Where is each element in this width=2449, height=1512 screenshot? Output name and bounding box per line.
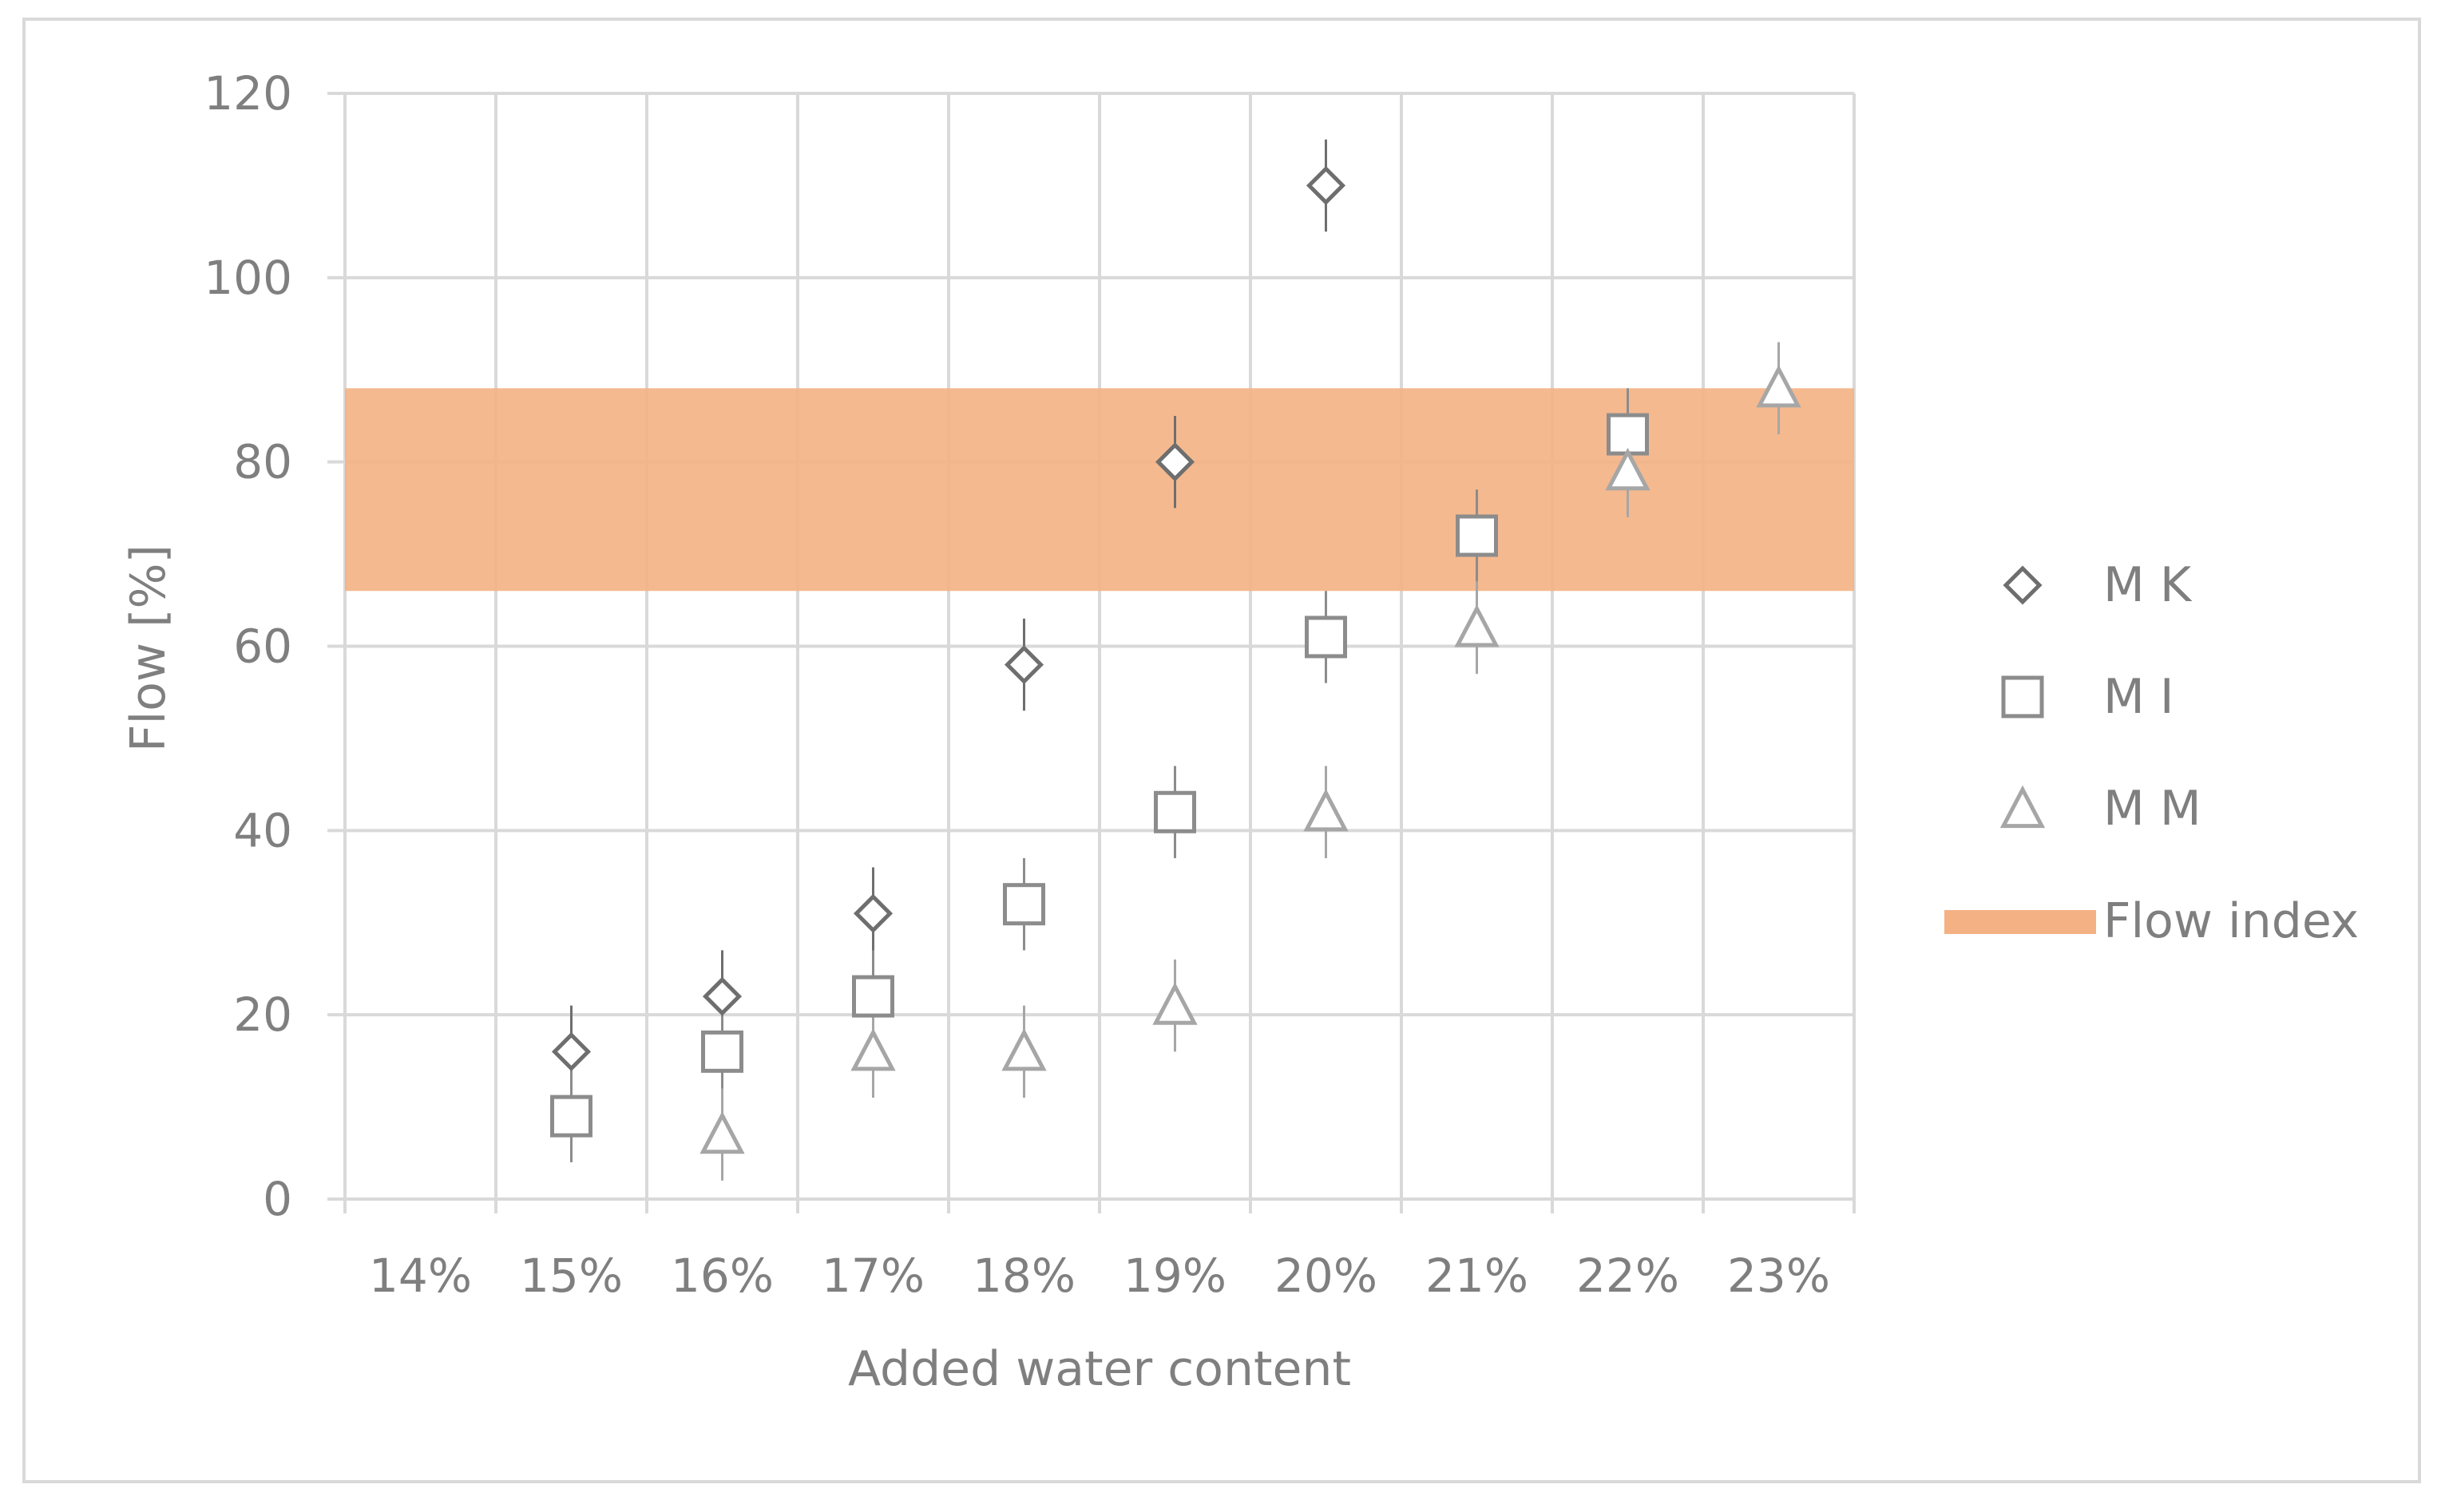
y-tick-label: 120 (204, 66, 292, 121)
x-tick-label: 20% (1274, 1249, 1377, 1303)
point-square (550, 1094, 592, 1138)
data-points (550, 165, 1801, 1154)
point-triangle (1605, 447, 1650, 491)
legend-marker-triangle (1999, 785, 2046, 829)
x-tick-label: 15% (520, 1249, 623, 1303)
flow-index-band-rect (345, 388, 1854, 592)
y-tick-label: 80 (233, 435, 292, 489)
legend-label: M K (2103, 557, 2193, 613)
legend-label: Flow index (2103, 893, 2359, 949)
point-square (1456, 514, 1498, 557)
legend-band-swatch (1944, 910, 2096, 934)
y-axis-ticks: 0 20 40 60 80 100 120 (204, 66, 292, 1226)
point-triangle (699, 1110, 745, 1154)
legend: M K M I M M Flow index (1944, 557, 2359, 949)
grid-lines (327, 92, 1856, 1213)
point-square (852, 975, 894, 1018)
x-tick-label: 23% (1727, 1249, 1830, 1303)
point-triangle (1454, 604, 1500, 647)
x-tick-label: 19% (1123, 1249, 1226, 1303)
y-tick-label: 0 (263, 1172, 292, 1226)
point-diamond (1155, 442, 1195, 482)
legend-marker-diamond (2003, 565, 2043, 605)
x-tick-label: 14% (369, 1249, 472, 1303)
y-tick-label: 100 (204, 251, 292, 305)
point-square (1154, 790, 1196, 833)
flow-index-band (345, 388, 1854, 592)
point-diamond (853, 893, 894, 933)
point-diamond (1004, 645, 1044, 685)
y-tick-label: 40 (233, 803, 292, 857)
point-triangle (1756, 364, 1801, 408)
point-diamond (551, 1031, 592, 1071)
point-triangle (1152, 982, 1198, 1025)
legend-label: M M (2103, 781, 2201, 837)
point-diamond (1306, 165, 1346, 205)
legend-marker-square (2001, 675, 2044, 718)
point-triangle (850, 1027, 896, 1071)
point-square (1003, 883, 1045, 926)
point-square (1305, 615, 1347, 659)
x-tick-label: 18% (973, 1249, 1076, 1303)
y-axis-title: Flow [%] (121, 544, 176, 752)
legend-label: M I (2103, 669, 2174, 725)
y-tick-label: 20 (233, 988, 292, 1042)
x-axis-title: Added water content (848, 1341, 1351, 1397)
point-diamond (702, 976, 743, 1016)
y-tick-label: 60 (233, 619, 292, 674)
point-triangle (1303, 788, 1349, 832)
x-tick-label: 16% (671, 1249, 774, 1303)
point-square (701, 1030, 743, 1073)
x-tick-label: 21% (1425, 1249, 1528, 1303)
x-axis-ticks: 14% 15% 16% 17% 18% 19% 20% 21% 22% 23% (369, 1249, 1830, 1303)
chart-frame (22, 18, 2421, 1483)
point-triangle (1001, 1027, 1047, 1071)
x-tick-label: 17% (822, 1249, 925, 1303)
x-tick-label: 22% (1576, 1249, 1679, 1303)
